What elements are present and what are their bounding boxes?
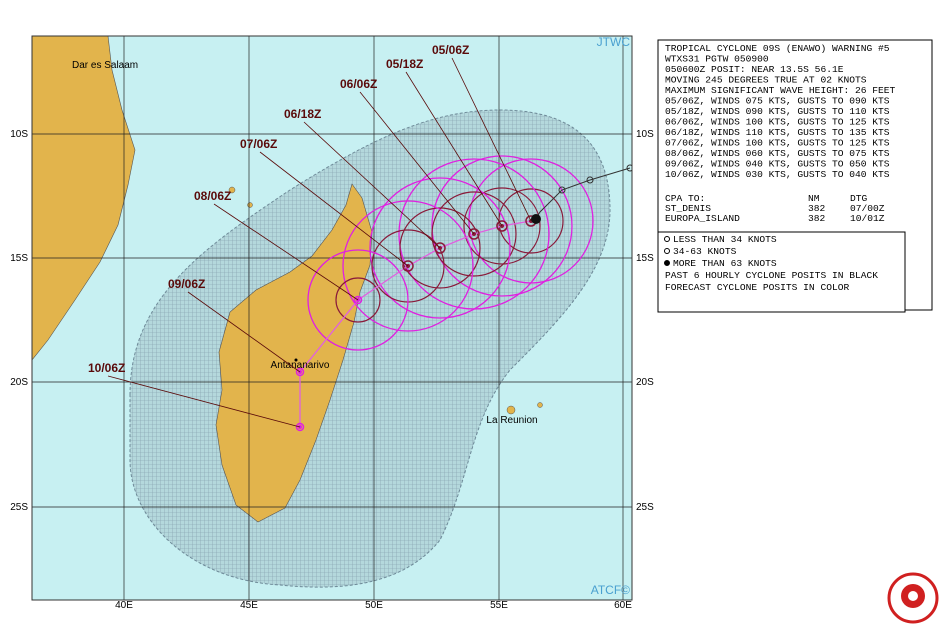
past-posit: [626, 164, 632, 172]
warning-line: 10/06Z, WINDS 030 KTS, GUSTS TO 040 KTS: [665, 169, 890, 180]
cpa-cell: EUROPA_ISLAND: [665, 213, 740, 224]
lat-label: 25S: [636, 502, 654, 513]
logo: [887, 572, 939, 624]
cpa-header: DTG: [850, 193, 868, 204]
lon-label: 60E: [614, 600, 632, 611]
lat-label: 20S: [10, 377, 28, 388]
mauritius: [537, 402, 543, 408]
warning-line: 08/06Z, WINDS 060 KTS, GUSTS TO 075 KTS: [665, 148, 890, 159]
forecast-label: 06/06Z: [340, 77, 377, 91]
current-posit: [531, 214, 541, 224]
warning-line: 06/06Z, WINDS 100 KTS, GUSTS TO 125 KTS: [665, 117, 890, 128]
cpa-header: NM: [808, 193, 820, 204]
cpa-cell: 382: [808, 203, 826, 214]
legend-line: FORECAST CYCLONE POSITS IN COLOR: [665, 282, 849, 293]
comoros: [247, 202, 253, 208]
warning-line: 05/18Z, WINDS 090 KTS, GUSTS TO 110 KTS: [665, 106, 890, 117]
africa-coast: [32, 36, 136, 361]
wind-radius-34kt: [369, 177, 511, 319]
leader-line: [107, 375, 301, 428]
place-label: Antananarivo: [271, 360, 330, 371]
lat-label: 25S: [10, 502, 28, 513]
wind-radius-64kt: [463, 187, 541, 265]
leader-line: [213, 203, 359, 301]
cpa-header: CPA TO:: [665, 193, 705, 204]
cpa-cell: 10/01Z: [850, 213, 885, 224]
warning-line: TROPICAL CYCLONE 09S (ENAWO) WARNING #5: [665, 43, 890, 54]
graticule: [32, 36, 632, 600]
warning-line: 09/06Z, WINDS 040 KTS, GUSTS TO 050 KTS: [665, 159, 890, 170]
wind-radius-34kt: [307, 249, 409, 351]
map-layer: [32, 36, 632, 600]
wind-radius-64kt: [335, 277, 381, 323]
cyclone-track: [295, 155, 632, 432]
forecast-posit: [295, 422, 305, 432]
wind-radius-34kt: [431, 155, 573, 297]
cpa-cell: 382: [808, 213, 826, 224]
forecast-posit: [353, 295, 363, 305]
madagascar: [215, 183, 373, 523]
lat-label: 15S: [10, 253, 28, 264]
legend-line: MORE THAN 63 KNOTS: [673, 258, 777, 269]
wind-radius-64kt: [431, 191, 517, 277]
warning-line: WTXS31 PGTW 050900: [665, 54, 769, 65]
lon-label: 45E: [240, 600, 258, 611]
leader-line: [303, 121, 441, 249]
lon-label: 50E: [365, 600, 383, 611]
lat-label: 20S: [636, 377, 654, 388]
forecast-label: 09/06Z: [168, 277, 205, 291]
leader-line: [359, 91, 475, 235]
legend-line: PAST 6 HOURLY CYCLONE POSITS IN BLACK: [665, 270, 878, 281]
past-posit: [586, 176, 594, 184]
forecast-label: 05/06Z: [432, 43, 469, 57]
forecast-label: 08/06Z: [194, 189, 231, 203]
warning-line: 06/18Z, WINDS 110 KTS, GUSTS TO 135 KTS: [665, 127, 890, 138]
forecast-label: 07/06Z: [240, 137, 277, 151]
place-dot: [294, 358, 298, 362]
forecast-posit: [468, 228, 480, 240]
lat-label: 15S: [636, 253, 654, 264]
lat-label: 10S: [636, 129, 654, 140]
place-label: La Reunion: [486, 415, 537, 426]
comoros: [228, 186, 236, 194]
reunion-island: [506, 405, 516, 415]
legend-line: 34-63 KNOTS: [673, 246, 737, 257]
forecast-label: 06/18Z: [284, 107, 321, 121]
legend-line: LESS THAN 34 KNOTS: [673, 234, 777, 245]
forecast-posit: [402, 260, 414, 272]
warning-line: 05/06Z, WINDS 075 KTS, GUSTS TO 090 KTS: [665, 96, 890, 107]
legend-symbol: [664, 248, 670, 254]
leader-line: [187, 291, 301, 373]
source-top: JTWC: [597, 35, 631, 49]
legend-box: [657, 231, 906, 313]
cpa-cell: ST_DENIS: [665, 203, 711, 214]
warning-line: MOVING 245 DEGREES TRUE AT 02 KNOTS: [665, 75, 867, 86]
forecast-posit: [434, 242, 446, 254]
place-label: Dar es Salaam: [72, 60, 138, 71]
wind-radius-34kt: [342, 200, 474, 332]
legend-symbol: [664, 260, 670, 266]
warning-line: 050600Z POSIT: NEAR 13.5S 56.1E: [665, 64, 844, 75]
map-frame: [31, 35, 633, 601]
lat-label: 10S: [10, 129, 28, 140]
leader-line: [451, 57, 532, 222]
forecast-posit: [295, 367, 305, 377]
lon-label: 40E: [115, 600, 133, 611]
legend-symbol: [664, 236, 670, 242]
forecast-label: 05/18Z: [386, 57, 423, 71]
cpa-cell: 07/00Z: [850, 203, 885, 214]
warning-line: MAXIMUM SIGNIFICANT WAVE HEIGHT: 26 FEET: [665, 85, 896, 96]
leader-line: [259, 151, 409, 267]
forecast-label: 10/06Z: [88, 361, 125, 375]
lon-label: 55E: [490, 600, 508, 611]
leader-line: [405, 71, 503, 227]
forecast-posit: [496, 220, 508, 232]
source-bottom: ATCF©: [591, 583, 630, 597]
wind-radius-64kt: [399, 207, 481, 289]
warning-line: 07/06Z, WINDS 100 KTS, GUSTS TO 125 KTS: [665, 138, 890, 149]
past-posit: [558, 186, 566, 194]
